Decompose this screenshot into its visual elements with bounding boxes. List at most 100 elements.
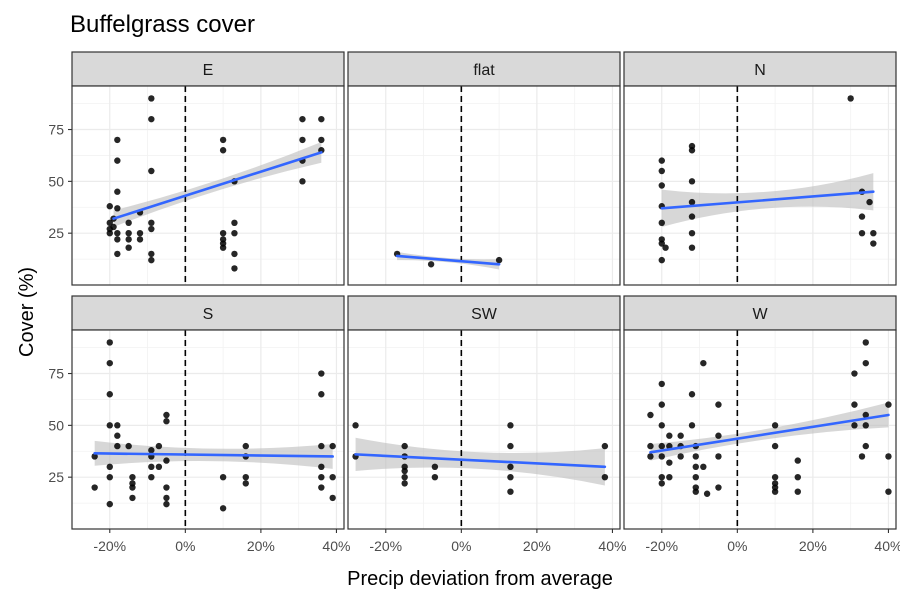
data-point <box>219 473 227 481</box>
data-point <box>771 473 779 481</box>
data-point <box>136 229 144 237</box>
data-point <box>106 500 113 508</box>
data-point <box>794 457 801 464</box>
data-point <box>219 229 227 237</box>
panel-w: W -20% 0% 20% 40% <box>623 295 900 554</box>
data-point <box>658 453 665 460</box>
points-e <box>106 95 325 272</box>
data-point <box>219 136 227 144</box>
data-point <box>507 442 514 450</box>
data-point <box>658 167 665 175</box>
data-point <box>662 244 669 251</box>
data-point <box>163 411 170 419</box>
panel-border-s <box>71 329 345 530</box>
panel-n: N <box>623 51 897 286</box>
data-point <box>700 359 707 367</box>
data-point <box>847 95 854 102</box>
data-point <box>231 219 238 227</box>
data-point <box>106 229 113 237</box>
data-point <box>507 422 514 429</box>
x-tick-label: 20% <box>247 538 275 554</box>
panel-border-e <box>71 85 345 286</box>
points-w <box>647 339 892 497</box>
data-point <box>219 505 227 512</box>
fit-line-flat <box>395 254 501 266</box>
y-tick-label: 25 <box>48 469 64 485</box>
data-point <box>125 229 132 237</box>
data-point <box>163 418 170 425</box>
panel-border-n <box>623 85 897 286</box>
data-point <box>688 198 696 206</box>
data-point <box>715 432 722 439</box>
panel-background-flat <box>348 86 620 285</box>
panel-border-sw <box>347 329 621 530</box>
data-point <box>658 380 665 388</box>
data-point <box>114 250 121 258</box>
data-point <box>858 229 866 237</box>
x-tick-label: -20% <box>93 538 126 554</box>
data-point <box>885 401 892 408</box>
data-point <box>91 453 98 460</box>
data-point <box>125 219 132 227</box>
data-point <box>318 115 325 123</box>
data-point <box>106 219 113 227</box>
data-point <box>885 488 892 495</box>
facet-label-n: N <box>754 62 766 79</box>
data-point <box>703 490 711 497</box>
facet-strip-e <box>71 51 345 87</box>
x-tick-label: 0% <box>175 538 195 554</box>
data-point <box>688 229 696 237</box>
data-point <box>231 265 238 272</box>
data-point <box>688 244 696 251</box>
data-point <box>148 463 155 471</box>
data-point <box>658 480 665 487</box>
panel-flat: flat <box>347 51 621 286</box>
x-tick-label: 40% <box>874 538 900 554</box>
data-point <box>507 488 514 495</box>
data-point <box>688 422 696 429</box>
data-point <box>318 463 325 471</box>
data-point <box>666 459 673 466</box>
facet-strip-s <box>71 295 345 331</box>
data-point <box>858 213 866 220</box>
data-point <box>870 229 877 237</box>
data-point <box>658 422 665 429</box>
panel-e: E 25 50 75 <box>48 51 345 286</box>
facet-label-sw: SW <box>471 306 498 323</box>
data-point <box>431 473 439 481</box>
data-point <box>163 494 170 502</box>
data-point <box>771 488 779 495</box>
data-point <box>125 244 132 251</box>
facet-label-w: W <box>752 306 768 323</box>
panel-sw: SW -20% 0% 20% 40% <box>347 295 626 554</box>
y-tick-label: 75 <box>48 366 64 382</box>
data-point <box>318 484 325 491</box>
data-point <box>114 136 121 144</box>
data-point <box>862 422 869 429</box>
x-tick-label: -20% <box>645 538 678 554</box>
data-point <box>507 463 514 471</box>
data-point <box>401 442 408 450</box>
data-point <box>231 250 238 258</box>
data-point <box>658 256 665 264</box>
data-point <box>688 391 696 398</box>
x-tick-label: 0% <box>451 538 471 554</box>
data-point <box>851 401 858 408</box>
data-point <box>401 467 408 475</box>
data-point <box>688 213 696 220</box>
data-point <box>114 188 121 195</box>
data-point <box>692 488 699 495</box>
data-point <box>401 480 408 487</box>
data-point <box>352 422 359 429</box>
chart-title: Buffelgrass cover <box>70 11 255 38</box>
data-point <box>155 463 163 471</box>
data-point <box>148 447 155 454</box>
data-point <box>647 411 654 419</box>
y-axis-label: Cover (%) <box>16 267 38 357</box>
data-point <box>106 473 113 481</box>
points-n <box>658 95 877 264</box>
data-point <box>318 473 325 481</box>
facet-label-s: S <box>203 306 214 323</box>
fit-line-w <box>649 413 890 454</box>
panel-border-flat <box>347 85 621 286</box>
